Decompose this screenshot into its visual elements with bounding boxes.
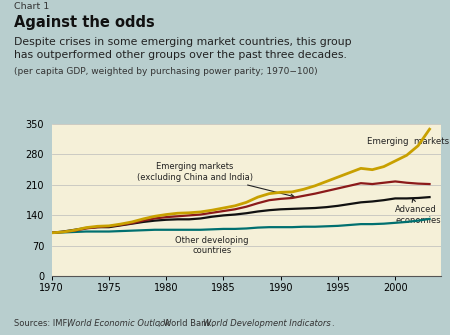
Text: World Development Indicators: World Development Indicators (203, 319, 331, 328)
Text: ; World Bank,: ; World Bank, (158, 319, 217, 328)
Text: Chart 1: Chart 1 (14, 2, 49, 11)
Text: Advanced
economies: Advanced economies (395, 199, 441, 225)
Text: Against the odds: Against the odds (14, 15, 154, 30)
Text: Despite crises in some emerging market countries, this group
has outperformed ot: Despite crises in some emerging market c… (14, 37, 351, 60)
Text: (per capita GDP, weighted by purchasing power parity; 1970−100): (per capita GDP, weighted by purchasing … (14, 67, 317, 76)
Text: Emerging markets
(excluding China and India): Emerging markets (excluding China and In… (137, 162, 294, 197)
Text: Other developing
countries: Other developing countries (176, 236, 249, 255)
Text: Emerging  markets: Emerging markets (367, 137, 449, 146)
Text: Sources: IMF,: Sources: IMF, (14, 319, 72, 328)
Text: .: . (331, 319, 333, 328)
Text: World Economic Outlook: World Economic Outlook (67, 319, 170, 328)
